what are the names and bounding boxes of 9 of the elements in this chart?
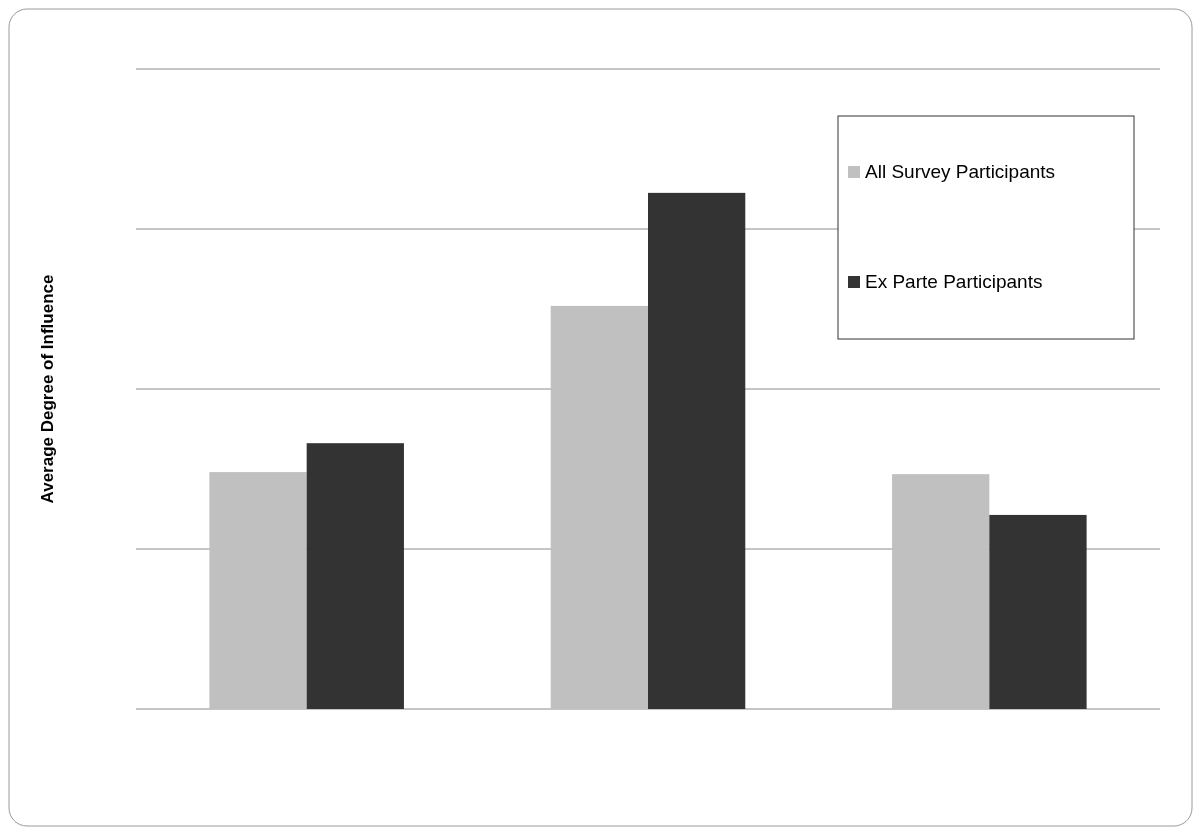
legend-label: Ex Parte Participants	[865, 271, 1043, 292]
bar	[892, 474, 990, 709]
legend-label: All Survey Participants	[865, 161, 1056, 182]
bar	[550, 305, 648, 709]
y-axis-title: Average Degree of Influence	[38, 274, 57, 504]
bar	[989, 514, 1087, 709]
bar	[306, 443, 404, 709]
bar	[209, 472, 307, 709]
bar	[648, 192, 746, 709]
